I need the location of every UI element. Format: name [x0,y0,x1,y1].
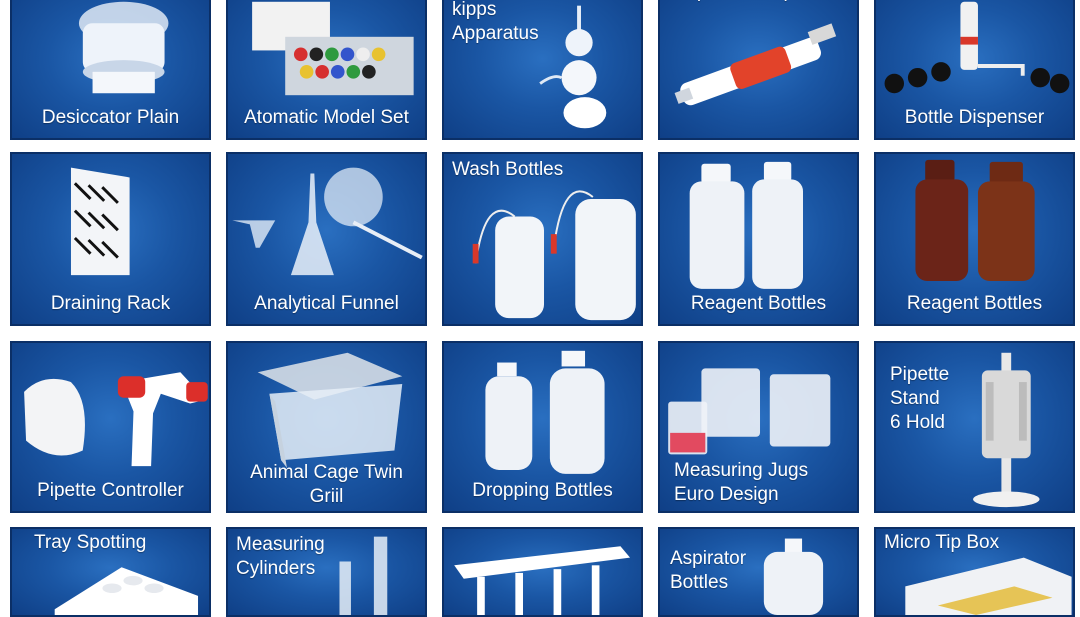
product-tile-dropping-bottles[interactable]: Dropping Bottles [442,341,643,513]
pipette-stand-icon [876,343,1073,511]
animal-cage-icon [228,343,425,511]
product-tile-reagent-bottles-amber[interactable]: Reagent Bottles [874,152,1075,326]
measuring-jug-icon [660,343,857,511]
spotting-tray-icon [12,529,209,615]
product-tile-atomatic-model-set[interactable]: Atomatic Model Set [226,0,427,140]
measuring-cylinder-icon [228,529,425,615]
product-tile-aspirator-bottles[interactable]: Aspirator Bottles [658,527,859,617]
product-label: Reagent Bottles [690,293,827,314]
draining-rack-icon [12,154,209,324]
product-tile-pipette-controller[interactable]: Pipette Controller [10,341,211,513]
model-set-icon [228,0,425,138]
product-label: Bottle Dispenser [904,107,1045,128]
product-tile-tray-spotting[interactable]: Tray Spotting [10,527,211,617]
product-label: Desiccator Plain [41,107,180,128]
product-tile-reagent-bottles-clear[interactable]: Reagent Bottles [658,152,859,326]
product-tile-wash-bottles[interactable]: Wash Bottles [442,152,643,326]
product-label: Analytical Funnel [254,293,399,314]
pipette-pump-icon [660,0,857,138]
wash-bottle-icon [444,154,641,324]
product-tile-bottle-dispenser[interactable]: Bottle Dispenser [874,0,1075,140]
product-label: Tray Spotting [34,532,147,553]
product-label: Reagent Bottles [906,293,1043,314]
product-label: Micro Tip Box [884,532,1000,553]
product-label: Pipette Controller [37,480,184,501]
product-label: Wash Bottles [452,159,564,180]
product-tile-micro-tip-box[interactable]: Micro Tip Box [874,527,1075,617]
desiccator-icon [12,0,209,138]
product-label: Aspirator Bottles [670,548,747,593]
aspirator-bottle-icon [660,529,857,615]
product-tile-measuring-cylinders[interactable]: Measuring Cylinders [226,527,427,617]
product-label: Draining Rack [50,293,171,314]
product-tile-pipette-stand[interactable]: Pipette Stand 6 Hold [874,341,1075,513]
product-tile-kipps-apparatus[interactable]: kipps Apparatus [442,0,643,140]
funnel-icon [228,154,425,324]
dropping-bottle-icon [444,343,641,511]
product-tile-measuring-jugs[interactable]: Measuring Jugs Euro Design [658,341,859,513]
test-tube-stand-icon [444,529,641,615]
product-label: Pipette Pump [680,0,794,4]
amber-bottle-icon [876,154,1073,324]
product-tile-animal-cage[interactable]: Animal Cage Twin Griil [226,341,427,513]
product-tile-analytical-funnel[interactable]: Analytical Funnel [226,152,427,326]
kipps-apparatus-icon [444,0,641,138]
product-label: Measuring Jugs Euro Design [674,460,809,505]
product-tile-desiccator-plain[interactable]: Desiccator Plain [10,0,211,140]
product-tile-pipette-pump[interactable]: Pipette Pump [658,0,859,140]
reagent-bottle-icon [660,154,857,324]
bottle-dispenser-icon [876,0,1073,138]
product-tile-draining-rack[interactable]: Draining Rack [10,152,211,326]
product-label: Measuring Cylinders [236,534,325,579]
product-label: Atomatic Model Set [244,107,409,128]
product-label: Dropping Bottles [472,480,613,501]
product-label: Animal Cage Twin Griil [250,462,403,507]
pipette-controller-icon [12,343,209,511]
product-label: kipps Apparatus [452,0,539,44]
product-tile-test-tube-stand[interactable] [442,527,643,617]
product-label: Pipette Stand 6 Hold [890,364,950,433]
